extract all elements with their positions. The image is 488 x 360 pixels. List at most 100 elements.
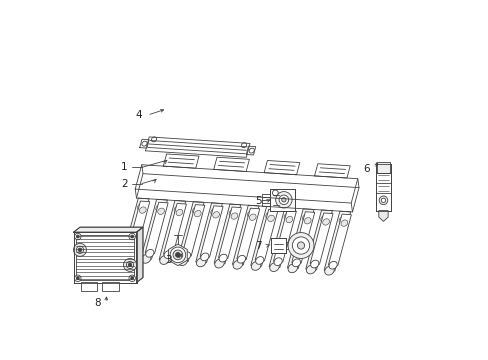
Circle shape [73,243,86,256]
Polygon shape [164,251,172,258]
Polygon shape [248,148,254,153]
Bar [262,194,270,206]
Polygon shape [324,211,350,271]
Polygon shape [320,215,328,223]
Polygon shape [160,256,169,264]
Polygon shape [250,206,277,266]
Polygon shape [324,266,333,275]
Circle shape [297,242,304,249]
Polygon shape [196,258,205,267]
Polygon shape [178,257,187,266]
Polygon shape [305,210,332,270]
Text: 7: 7 [255,240,261,251]
Polygon shape [142,141,147,146]
Polygon shape [328,261,337,269]
Circle shape [292,237,309,254]
Polygon shape [159,201,185,260]
Polygon shape [218,207,241,258]
Polygon shape [328,214,351,266]
Circle shape [76,246,83,253]
Polygon shape [265,212,273,219]
Polygon shape [230,213,237,219]
Polygon shape [163,203,186,255]
Circle shape [75,275,81,282]
Polygon shape [73,227,142,232]
Polygon shape [269,263,279,271]
Circle shape [281,198,285,202]
Circle shape [173,250,183,260]
Polygon shape [145,249,154,257]
Polygon shape [304,217,310,224]
Polygon shape [232,205,259,265]
Polygon shape [267,215,274,221]
Polygon shape [292,259,300,267]
Polygon shape [309,213,332,264]
Polygon shape [375,164,390,211]
Polygon shape [212,212,219,218]
Polygon shape [168,244,187,266]
Polygon shape [219,254,227,262]
Polygon shape [214,204,240,264]
Circle shape [175,252,180,257]
Polygon shape [156,205,163,212]
Text: 1: 1 [121,162,127,172]
Polygon shape [255,257,264,264]
Circle shape [287,233,313,258]
Polygon shape [310,260,318,268]
Polygon shape [177,202,203,261]
Polygon shape [194,211,201,217]
Polygon shape [200,206,223,257]
Polygon shape [255,210,278,261]
Polygon shape [145,202,168,254]
Circle shape [126,261,133,269]
Bar [102,282,118,291]
Polygon shape [236,208,259,260]
Polygon shape [273,211,296,262]
Polygon shape [127,248,135,256]
Bar [81,282,97,291]
Polygon shape [273,258,282,265]
Circle shape [279,195,288,204]
Polygon shape [338,217,346,224]
Polygon shape [122,198,149,258]
Circle shape [381,198,385,202]
Polygon shape [141,254,151,263]
Polygon shape [214,259,224,268]
Text: 3: 3 [165,255,171,265]
Polygon shape [233,260,242,269]
Polygon shape [136,227,142,283]
Polygon shape [137,203,145,211]
Polygon shape [195,203,222,263]
Polygon shape [174,206,182,213]
Polygon shape [271,238,285,253]
Text: 5: 5 [255,196,261,206]
Circle shape [76,277,79,280]
Text: 2: 2 [121,179,127,189]
Polygon shape [158,208,164,215]
Polygon shape [268,208,295,267]
Circle shape [272,190,278,196]
Circle shape [78,248,81,252]
Text: 8: 8 [94,298,101,308]
Circle shape [275,192,291,208]
Polygon shape [182,252,190,260]
Text: 4: 4 [135,110,142,120]
Polygon shape [176,209,183,216]
Polygon shape [141,199,167,259]
Circle shape [130,235,133,238]
Polygon shape [270,189,294,211]
Circle shape [76,235,79,238]
Bar [377,162,389,173]
Polygon shape [378,211,387,221]
Polygon shape [182,204,204,256]
Polygon shape [200,253,208,261]
Polygon shape [322,219,329,225]
Polygon shape [285,216,292,223]
Polygon shape [210,208,218,216]
Polygon shape [251,261,261,270]
Circle shape [75,233,81,240]
Polygon shape [151,137,156,142]
Polygon shape [247,211,255,218]
Polygon shape [340,220,347,226]
Polygon shape [302,214,309,221]
